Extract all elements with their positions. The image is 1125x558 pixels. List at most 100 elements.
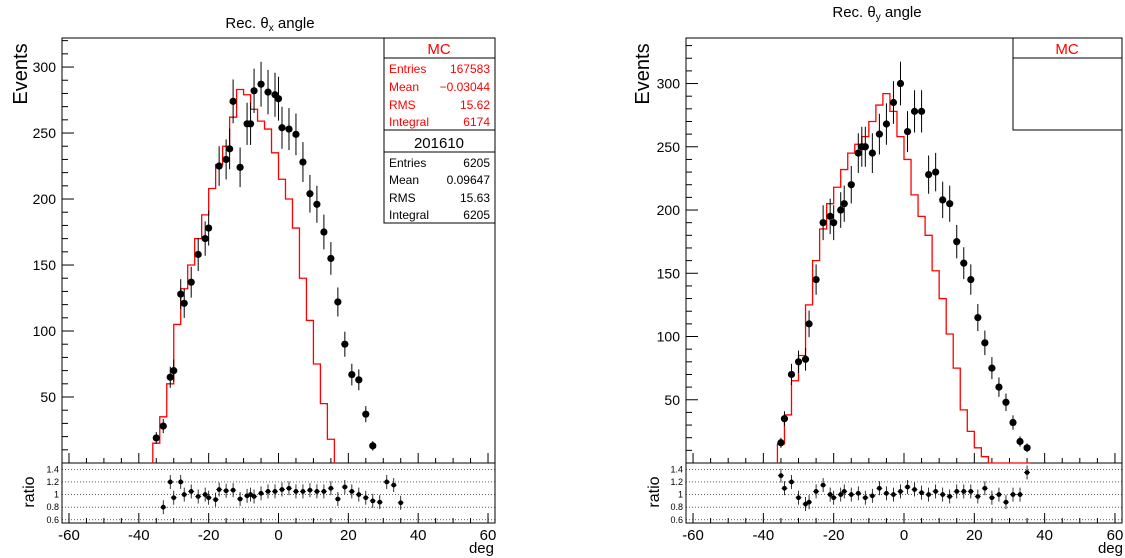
left-data-point [166, 373, 174, 381]
right-ratio-point [806, 499, 812, 505]
right-data-point [847, 181, 855, 189]
left-data-point [257, 80, 265, 88]
left-data-point [177, 290, 185, 298]
right-data-point [889, 98, 898, 107]
left-ratio-point [258, 490, 264, 496]
left-x-axis-label: deg [469, 540, 494, 557]
left-data-point [215, 162, 223, 170]
left-data-point [236, 163, 244, 171]
left-ratio-point [206, 495, 212, 501]
right-ratio-point [855, 490, 861, 496]
right-x-axis-label: deg [1098, 540, 1123, 557]
left-data-point [306, 190, 314, 198]
left-data-point [299, 158, 307, 166]
right-data-point [910, 107, 919, 115]
right-ratio-point [841, 489, 847, 494]
right-ratio-point [961, 489, 967, 494]
left-x-tick-label: 60 [480, 527, 497, 544]
left-data-row-entries-label: Entries [389, 156, 426, 170]
left-data-point [362, 410, 370, 418]
right-y-axis-label: Events [632, 43, 654, 104]
left-data-point [180, 299, 188, 307]
left-ratio-point [398, 500, 404, 506]
left-x-tick-label: -60 [58, 527, 80, 544]
right-ratio-point [898, 489, 903, 494]
right-x-tick-label: 40 [1036, 527, 1053, 544]
right-ratio-point [982, 485, 988, 491]
left-plot-content: -60 -40 -20 0 20 40 60 50 100 150 200 250 300 1.4 1.2 1… [33, 40, 497, 544]
right-x-tick-label: 20 [966, 527, 983, 544]
right-data-point [932, 168, 940, 176]
right-data-point [875, 130, 883, 138]
left-mc-row-rms-label: RMS [389, 98, 416, 112]
left-y-tick-label: 250 [33, 125, 57, 141]
left-data-point [341, 340, 349, 348]
left-y-tick-label: 150 [33, 257, 57, 273]
left-ratio-point [265, 489, 271, 494]
right-ratio-point [919, 490, 924, 496]
right-x-tick-label: -60 [682, 527, 704, 544]
left-data-point [201, 235, 209, 243]
right-data-point [995, 383, 1003, 391]
left-y-tick-label: 50 [40, 389, 56, 405]
left-mc-row-integral-value: 6174 [463, 115, 490, 129]
left-ratio-point [181, 492, 187, 497]
left-mc-stats-title: MC [427, 41, 450, 58]
left-ratio-label: ratio [21, 476, 38, 507]
left-data-row-rms-label: RMS [389, 191, 416, 205]
left-data-point [152, 434, 160, 442]
left-data-point [313, 200, 321, 208]
right-ratio-point [1010, 492, 1016, 497]
right-ratio-point [968, 489, 974, 494]
right-y-tick-label: 100 [657, 329, 681, 345]
left-mc-row-mean-value: −0.03044 [440, 80, 491, 94]
right-data-point [960, 259, 968, 267]
left-ratio-point [335, 496, 341, 502]
right-data-point [981, 339, 989, 347]
left-data-point [369, 442, 377, 450]
left-ratio-tick-label: 1 [54, 490, 59, 500]
left-x-tick-label: 20 [340, 527, 357, 544]
right-ratio-point [1003, 499, 1009, 505]
right-mc-stats-frame [1012, 37, 1123, 131]
left-mc-row-entries-value: 167583 [450, 62, 490, 76]
right-ratio-point [796, 495, 801, 501]
left-ratio-point [213, 497, 219, 503]
right-y-tick-label: 200 [657, 202, 681, 218]
left-ratio-point [286, 485, 292, 491]
right-data-point [953, 238, 961, 246]
right-ratio-point [912, 487, 917, 492]
right-ratio-point [947, 494, 953, 499]
left-data-point [229, 97, 237, 105]
left-y-axis-label: Events [10, 43, 32, 104]
left-data-stats-frame [383, 129, 496, 224]
left-data-point [348, 370, 356, 379]
left-ratio-point [160, 504, 166, 510]
left-data-point [320, 228, 328, 236]
right-ratio-tick-label: 0.8 [670, 502, 683, 512]
right-data-point [1009, 418, 1017, 427]
left-ratio-point [237, 496, 243, 502]
left-ratio-point [188, 489, 194, 494]
right-plot-content: -60 -40 -20 0 20 40 60 50 100 150 200 250 300 1.4 1.2 1… [657, 45, 1123, 544]
left-panel: Rec. θx angle Events ratio deg -60 -40 -20… [10, 15, 496, 557]
right-ratio-point [933, 489, 939, 494]
left-ratio-tick-label: 0.8 [46, 502, 59, 512]
left-x-tick-label: 0 [274, 527, 282, 544]
right-mc-stats-box: MC [1012, 37, 1123, 131]
left-ratio-point [223, 488, 229, 494]
right-ratio-point [975, 494, 981, 499]
left-ratio-point [328, 485, 334, 491]
right-data-point [801, 355, 810, 363]
left-data-stats-box: 201610 Entries 6205 Mean 0.09647 RMS 15.… [383, 129, 496, 224]
right-data-point [830, 219, 838, 227]
left-mc-row-mean-label: Mean [389, 80, 419, 94]
left-ratio-point [363, 495, 369, 501]
right-data-point [1002, 398, 1010, 406]
right-ratio-point [827, 492, 833, 497]
left-y-tick-label: 300 [33, 59, 57, 75]
left-ratio-point [321, 489, 327, 494]
right-ratio-tick-label: 0.6 [670, 515, 683, 525]
left-data-point [246, 120, 255, 128]
